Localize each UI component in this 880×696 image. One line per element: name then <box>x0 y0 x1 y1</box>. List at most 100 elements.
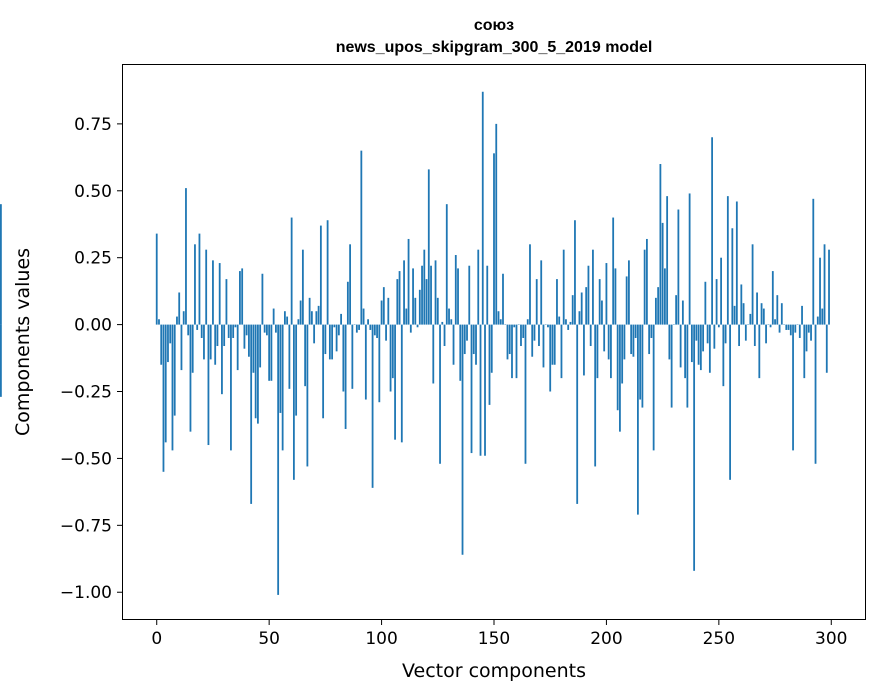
bar-175 <box>549 324 552 392</box>
bar-4 <box>164 324 167 443</box>
bar-78 <box>331 324 334 360</box>
bar-59 <box>288 324 291 389</box>
bar-82 <box>340 313 342 325</box>
bar-170 <box>538 324 540 347</box>
bar-198 <box>601 300 603 325</box>
bar-25 <box>212 260 214 325</box>
bar-167 <box>531 324 534 357</box>
bar-153 <box>499 319 502 325</box>
bar-12 <box>182 311 185 325</box>
bar-244 <box>704 281 707 325</box>
bar-28 <box>218 263 221 325</box>
bar-16 <box>191 324 194 373</box>
x-tick-label: 50 <box>258 629 280 649</box>
bar-297 <box>823 244 826 325</box>
bar-206 <box>619 324 621 432</box>
bar-236 <box>686 324 689 408</box>
bars-group <box>0 91 830 595</box>
bar-258 <box>735 201 738 325</box>
bar-21 <box>203 324 205 360</box>
bar-134 <box>457 268 459 325</box>
bar-276 <box>776 295 779 325</box>
bar-80 <box>335 324 338 352</box>
bar-111 <box>405 308 408 325</box>
bar-148 <box>488 324 491 405</box>
bar-211 <box>630 324 633 355</box>
bar-177 <box>553 324 556 365</box>
bar-234 <box>681 300 684 325</box>
bar-136 <box>461 324 464 555</box>
bar-216 <box>641 324 644 408</box>
bar-147 <box>486 265 489 325</box>
x-tick-label: 150 <box>478 629 510 649</box>
bar-125 <box>436 297 439 325</box>
bar-139 <box>468 265 471 325</box>
bar-64 <box>299 300 302 325</box>
bar-212 <box>632 324 635 357</box>
bar-269 <box>760 303 763 325</box>
bar-196 <box>596 324 599 379</box>
y-tick-label: 0.00 <box>74 316 112 336</box>
bar-13 <box>185 188 187 325</box>
bar-85 <box>346 281 349 325</box>
bar-3 <box>162 324 165 472</box>
bar-90 <box>358 324 360 330</box>
bar-91 <box>360 150 363 325</box>
bar-101 <box>382 287 385 325</box>
bar-169 <box>535 279 538 325</box>
bar-165 <box>526 319 529 325</box>
bar-270 <box>762 308 765 325</box>
bar-264 <box>749 313 752 325</box>
y-tick-label: −0.75 <box>60 516 112 536</box>
bar-29 <box>221 324 223 395</box>
bar-260 <box>740 284 743 325</box>
bar-178 <box>556 279 558 325</box>
bar-174 <box>547 324 549 328</box>
bar-238 <box>690 324 693 363</box>
bar-129 <box>445 204 448 325</box>
bar-179 <box>558 316 561 325</box>
bar-116 <box>416 324 419 328</box>
bar-66 <box>304 324 307 387</box>
bar-37 <box>239 271 241 325</box>
bar-205 <box>616 324 619 411</box>
bar-284 <box>794 324 797 333</box>
bar-14 <box>187 324 190 336</box>
bar-209 <box>625 276 628 325</box>
bar-210 <box>628 260 630 325</box>
bar-243 <box>702 324 705 352</box>
bar-292 <box>812 198 815 325</box>
bar-87 <box>351 324 354 389</box>
bar-278 <box>780 303 783 325</box>
bar-262 <box>744 324 747 341</box>
bar-189 <box>580 292 583 325</box>
x-tick-label: 250 <box>703 629 735 649</box>
bar-261 <box>742 303 745 325</box>
bar-219 <box>648 324 651 355</box>
bar-57 <box>283 311 286 325</box>
bar-17 <box>194 244 196 325</box>
bar-265 <box>751 244 754 325</box>
bar-201 <box>607 324 610 360</box>
bar-68 <box>308 297 311 325</box>
bar-undefined <box>0 204 2 325</box>
bar-180 <box>560 324 563 379</box>
bar-5 <box>167 324 169 363</box>
y-tick-label: −1.00 <box>60 583 112 603</box>
bar-190 <box>583 324 585 376</box>
plot-frame <box>122 64 866 620</box>
bar-176 <box>551 324 554 365</box>
bar-273 <box>769 324 772 328</box>
bar-2 <box>160 324 163 365</box>
bar-124 <box>434 260 437 325</box>
bar-268 <box>758 324 761 379</box>
bar-183 <box>567 324 570 330</box>
bar-254 <box>726 196 729 325</box>
bar-228 <box>668 324 671 360</box>
bar-23 <box>207 324 210 446</box>
bar-142 <box>475 324 477 365</box>
bar-154 <box>502 273 504 325</box>
bar-92 <box>362 308 365 325</box>
bar-109 <box>400 324 403 443</box>
bar-247 <box>711 137 713 325</box>
